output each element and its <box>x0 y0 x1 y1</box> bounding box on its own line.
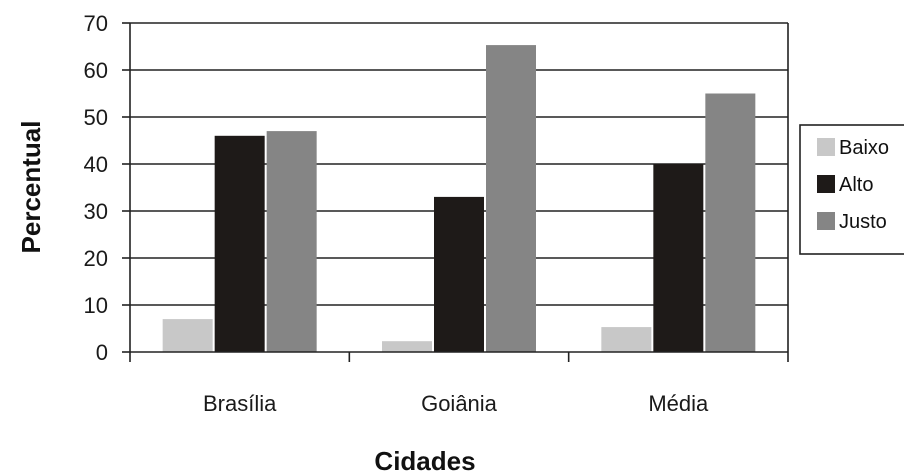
y-tick-label: 40 <box>84 152 108 177</box>
bar-alto-0 <box>214 135 265 352</box>
category-label: Média <box>648 391 709 416</box>
legend-label-baixo: Baixo <box>839 137 889 159</box>
y-tick-label: 20 <box>84 246 108 271</box>
bars <box>162 45 756 353</box>
bar-alto-1 <box>434 196 484 352</box>
y-tick-label: 60 <box>84 58 108 83</box>
axes <box>122 22 789 362</box>
y-tick-labels: 0 10 20 30 40 50 60 70 <box>84 11 108 365</box>
y-tick-label: 70 <box>84 11 108 36</box>
bar-justo-0 <box>266 131 317 352</box>
bar-baixo-2 <box>601 327 652 352</box>
legend-label-justo: Justo <box>839 211 887 233</box>
y-axis-title: Percentual <box>16 121 46 254</box>
legend-swatch-baixo <box>817 138 835 156</box>
y-tick-label: 30 <box>84 199 108 224</box>
legend: Baixo Alto Justo <box>799 124 904 255</box>
y-tick-label: 10 <box>84 293 108 318</box>
legend-swatch-alto <box>817 175 835 193</box>
bar-alto-2 <box>653 164 704 352</box>
bar-baixo-0 <box>162 319 213 352</box>
legend-label-alto: Alto <box>839 174 873 196</box>
bar-baixo-1 <box>382 341 432 352</box>
bar-justo-2 <box>705 93 756 352</box>
category-label: Brasília <box>203 391 277 416</box>
bar-justo-1 <box>486 45 536 353</box>
category-labels: Brasília Goiânia Média <box>203 391 709 416</box>
x-axis-title: Cidades <box>374 446 475 474</box>
legend-swatch-justo <box>817 212 835 230</box>
y-tick-label: 50 <box>84 105 108 130</box>
category-label: Goiânia <box>421 391 498 416</box>
y-tick-label: 0 <box>96 340 108 365</box>
